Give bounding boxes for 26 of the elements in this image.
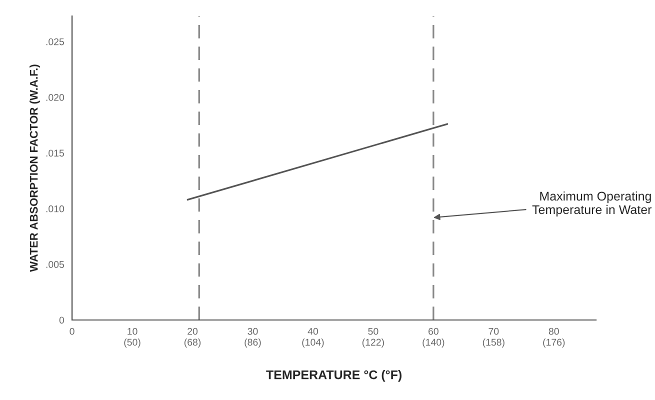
y-tick-label: .015 — [46, 150, 64, 157]
y-tick-label: .025 — [46, 38, 64, 46]
x2-tick-label: (86) — [244, 338, 261, 348]
x2-tick-label: (104) — [302, 338, 324, 348]
x-tick-label: 0 — [70, 328, 74, 335]
x-axis-title: TEMPERATURE °C (°F) — [266, 370, 402, 382]
x-tick-label: 80 — [548, 328, 559, 335]
x2-tick-label: (176) — [543, 338, 565, 348]
annotation: Maximum Operating Temperature in Water — [532, 191, 652, 217]
x2-tick-label: (158) — [482, 338, 504, 348]
y-tick-label: .005 — [46, 261, 64, 268]
y-tick-label: .020 — [46, 94, 64, 101]
x-tick-label: 20 — [188, 328, 198, 335]
y-axis-title: WATER ABSORPTION FACTOR (W.A.F.) — [30, 64, 40, 272]
x-tick-label: 10 — [128, 328, 138, 335]
x-tick-label: 40 — [308, 328, 318, 335]
x2-tick-label: (140) — [422, 338, 444, 348]
y-tick-label: 0 — [59, 316, 64, 324]
x-tick-label: 70 — [488, 328, 499, 335]
x2-tick-label: (68) — [184, 338, 201, 348]
x-tick-label: 60 — [428, 328, 438, 335]
x2-tick-label: (50) — [124, 338, 140, 348]
y-tick-label: .010 — [46, 205, 64, 212]
x-tick-label: 50 — [368, 328, 378, 335]
x2-tick-label: (122) — [362, 338, 384, 348]
x-tick-label: 30 — [248, 328, 258, 335]
